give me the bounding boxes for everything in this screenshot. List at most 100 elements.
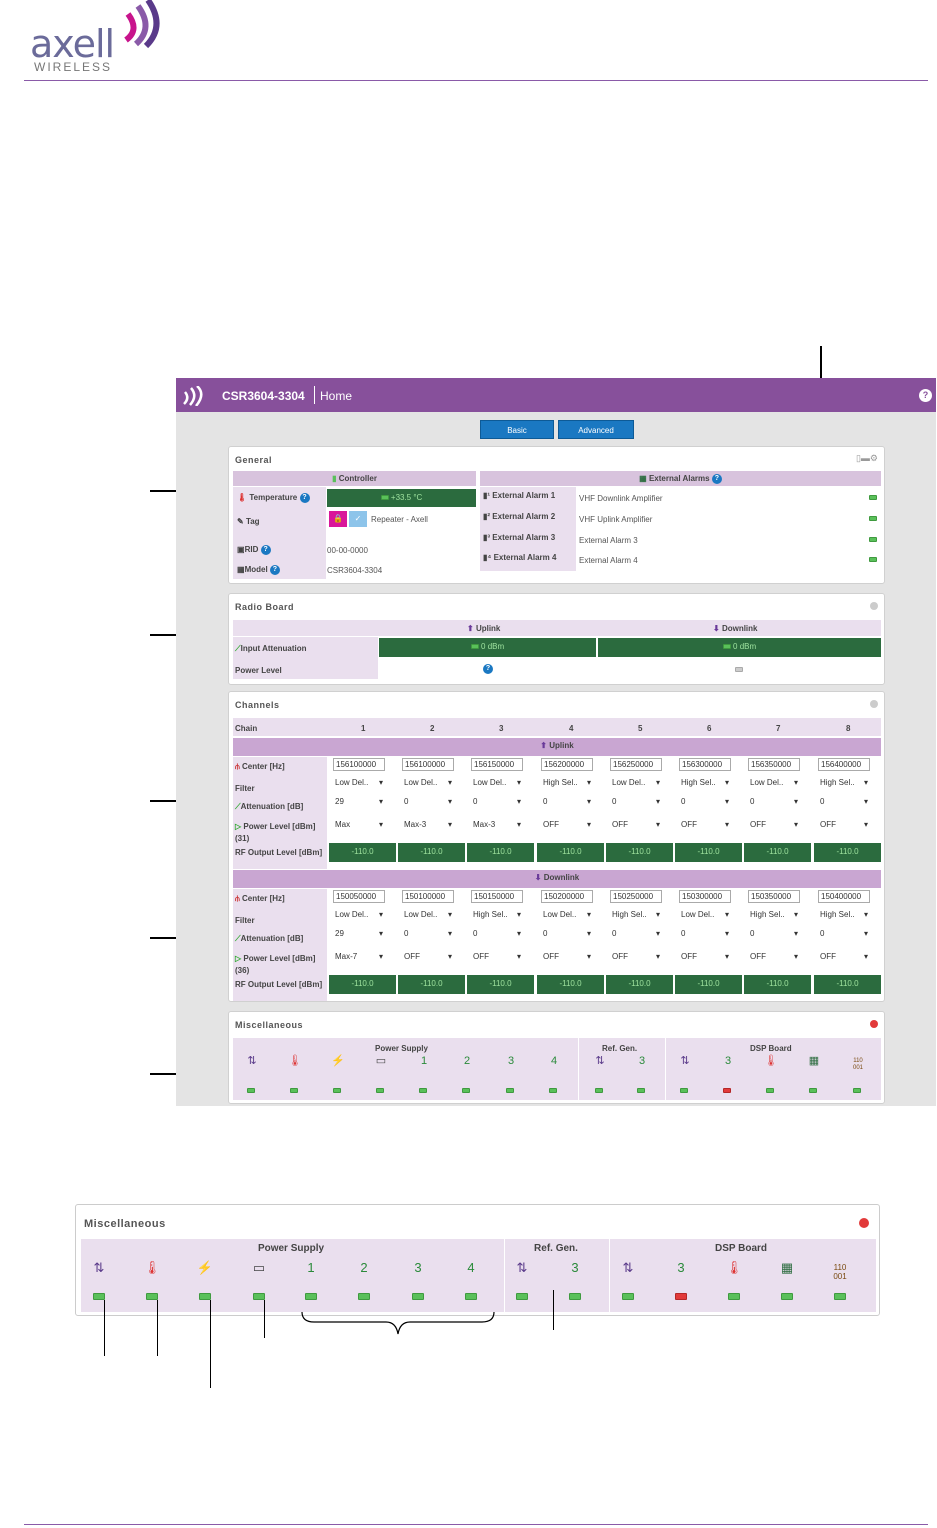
power-level-select[interactable]: OFF [541,950,593,964]
center-frequency-input[interactable]: 150050000 [333,890,385,903]
controller-label-column [233,487,326,579]
filter-select[interactable]: High Sel.. [818,908,870,922]
breadcrumb-home[interactable]: Home [320,389,353,403]
filter-select[interactable]: Low Del.. [402,908,454,922]
attenuation-select[interactable]: 0 [402,927,454,941]
filter-select[interactable]: High Sel.. [541,776,593,790]
attenuation-select[interactable]: 0 [748,795,800,809]
status-led [637,1088,645,1093]
downlink-attenuation-value[interactable]: 0 dBm [598,638,881,657]
status-led [680,1088,688,1093]
center-frequency-input[interactable]: 150250000 [610,890,662,903]
reset-icon: ⇅ [595,1055,605,1067]
attenuation-select[interactable]: 0 [402,795,454,809]
annotation-line [150,937,182,939]
center-frequency-input[interactable]: 156300000 [679,758,731,771]
attenuation-select[interactable]: 0 [541,795,593,809]
filter-select[interactable]: Low Del.. [748,776,800,790]
help-icon[interactable]: ? [483,664,493,674]
logo-sub: WIRELESS [34,60,113,74]
attenuation-select[interactable]: 0 [818,795,870,809]
uplink-attenuation-value[interactable]: 0 dBm [379,638,596,657]
tag-edit-button[interactable]: ✓ [349,511,367,527]
help-icon[interactable]: ? [919,389,932,402]
filter-select[interactable]: Low Del.. [541,908,593,922]
filter-select[interactable]: Low Del.. [679,908,731,922]
filter-select[interactable]: High Sel.. [748,908,800,922]
attenuation-select[interactable]: 0 [818,927,870,941]
reset-icon: ⇅ [247,1055,257,1067]
power-level-select[interactable]: OFF [402,950,454,964]
center-frequency-input[interactable]: 156150000 [471,758,523,771]
temperature-value: +33.5 °C [327,489,476,507]
tab-basic[interactable]: Basic [480,420,554,439]
power-level-select[interactable]: OFF [610,818,662,832]
attenuation-select[interactable]: 29 [333,795,385,809]
attenuation-select[interactable]: 29 [333,927,385,941]
attenuation-select[interactable]: 0 [471,795,523,809]
power-level-select[interactable]: OFF [818,950,870,964]
power-status-led [735,667,743,672]
rid-label: ▣RID ? [237,545,271,555]
status-led [834,1293,846,1300]
center-frequency-input[interactable]: 156200000 [541,758,593,771]
attenuation-select[interactable]: 0 [679,795,731,809]
center-frequency-input[interactable]: 150350000 [748,890,800,903]
power-level-select[interactable]: Max-3 [402,818,454,832]
status-led [253,1293,265,1300]
filter-select[interactable]: High Sel.. [679,776,731,790]
downlink-filter-label: Filter [235,916,255,925]
filter-select[interactable]: Low Del.. [471,776,523,790]
center-frequency-input[interactable]: 156400000 [818,758,870,771]
attenuation-select[interactable]: 0 [471,927,523,941]
external-alarm-1-value: VHF Downlink Amplifier [579,494,663,503]
header-rule [24,80,928,81]
chain-number: 4 [569,724,574,733]
panel-tools-icon[interactable]: ▯▬⚙ [855,453,878,463]
rf-output-value: -110.0 [606,843,673,862]
filter-select[interactable]: Low Del.. [333,908,385,922]
title-separator [314,386,315,404]
power-level-select[interactable]: OFF [679,950,731,964]
center-frequency-input[interactable]: 150300000 [679,890,731,903]
filter-select[interactable]: Low Del.. [333,776,385,790]
attenuation-select[interactable]: 0 [541,927,593,941]
power-level-select[interactable]: OFF [679,818,731,832]
power-level-select[interactable]: OFF [748,950,800,964]
tab-advanced[interactable]: Advanced [558,420,634,439]
attenuation-select[interactable]: 0 [679,927,731,941]
status-led [516,1293,528,1300]
center-frequency-input[interactable]: 156250000 [610,758,662,771]
center-frequency-input[interactable]: 156100000 [402,758,454,771]
filter-select[interactable]: High Sel.. [818,776,870,790]
power-level-select[interactable]: Max-7 [333,950,385,964]
filter-select[interactable]: Low Del.. [610,776,662,790]
filter-select[interactable]: High Sel.. [471,908,523,922]
attenuation-select[interactable]: 0 [748,927,800,941]
input-attenuation-label: ⟋Input Attenuation [235,644,307,653]
power-level-select[interactable]: Max-3 [471,818,523,832]
center-frequency-input[interactable]: 150150000 [471,890,523,903]
center-frequency-input[interactable]: 150200000 [541,890,593,903]
power-level-select[interactable]: OFF [748,818,800,832]
power-level-select[interactable]: OFF [818,818,870,832]
power-level-select[interactable]: OFF [610,950,662,964]
rf-output-value: -110.0 [606,975,673,994]
attenuation-select[interactable]: 0 [610,927,662,941]
power-level-select[interactable]: OFF [541,818,593,832]
filter-select[interactable]: High Sel.. [610,908,662,922]
center-frequency-input[interactable]: 156350000 [748,758,800,771]
app-logo-icon [183,386,203,406]
status-led [853,1088,861,1093]
filter-select[interactable]: Low Del.. [402,776,454,790]
channels-title: Channels [235,700,280,710]
center-frequency-input[interactable]: 150100000 [402,890,454,903]
power-level-select[interactable]: OFF [471,950,523,964]
plug-icon: ⚡ [331,1055,345,1067]
attenuation-select[interactable]: 0 [610,795,662,809]
app-title: CSR3604-3304 [222,389,305,403]
power-level-select[interactable]: Max [333,818,385,832]
center-frequency-input[interactable]: 150400000 [818,890,870,903]
tag-lock-button[interactable]: 🔒 [329,511,347,527]
center-frequency-input[interactable]: 156100000 [333,758,385,771]
